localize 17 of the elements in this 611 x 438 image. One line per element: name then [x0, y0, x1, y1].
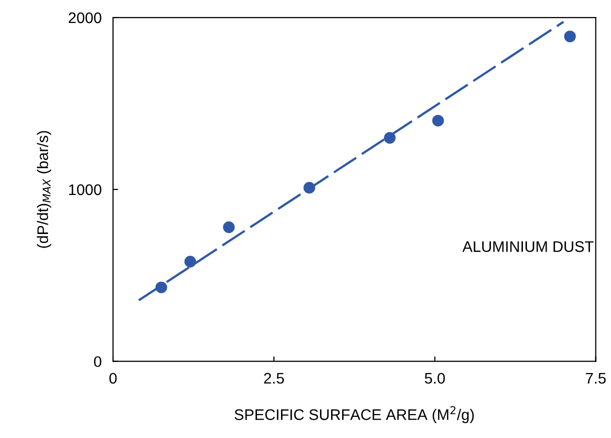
x-tick-label: 5.0	[424, 372, 445, 384]
point	[155, 282, 168, 294]
point	[432, 114, 444, 127]
y-tick-label: 1000	[69, 184, 102, 196]
y-tick-label: 0	[94, 356, 102, 368]
annotation: ALUMINIUM DUST	[462, 241, 594, 252]
y-axis-title: (dP/dt)$_{MAX}$ (bar/s)	[36, 131, 52, 248]
point	[564, 30, 576, 42]
x-tick-label: 7.5	[586, 373, 606, 384]
point	[184, 256, 196, 268]
point	[384, 132, 396, 144]
x-tick-label: 0	[109, 372, 117, 384]
point	[223, 221, 235, 234]
point	[303, 182, 316, 194]
y-tick-label: 2000	[68, 12, 102, 24]
x-axis-title: SPECIFIC SURFACE AREA (M$^{2}$/g)	[234, 406, 474, 424]
x-tick-label: 2.5	[264, 372, 284, 384]
